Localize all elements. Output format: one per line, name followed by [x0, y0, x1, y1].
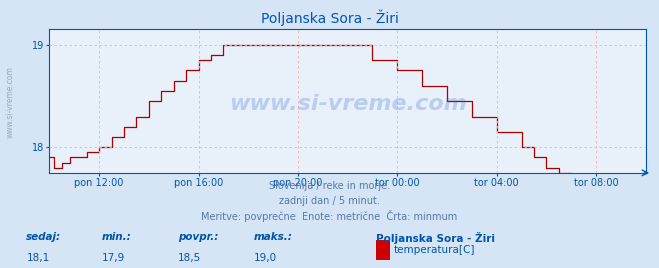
Text: 19,0: 19,0 [254, 253, 277, 263]
Text: 17,9: 17,9 [102, 253, 125, 263]
Text: 18,1: 18,1 [26, 253, 49, 263]
Text: povpr.:: povpr.: [178, 232, 218, 242]
Text: Poljanska Sora - Žiri: Poljanska Sora - Žiri [260, 9, 399, 26]
Text: temperatura[C]: temperatura[C] [394, 245, 476, 255]
Text: zadnji dan / 5 minut.: zadnji dan / 5 minut. [279, 196, 380, 206]
Text: sedaj:: sedaj: [26, 232, 61, 242]
Text: min.:: min.: [102, 232, 132, 242]
Text: 18,5: 18,5 [178, 253, 201, 263]
Text: maks.:: maks.: [254, 232, 293, 242]
Text: Poljanska Sora - Žiri: Poljanska Sora - Žiri [376, 232, 495, 244]
Text: Slovenija / reke in morje.: Slovenija / reke in morje. [269, 181, 390, 191]
Text: www.si-vreme.com: www.si-vreme.com [229, 94, 467, 114]
Text: Meritve: povprečne  Enote: metrične  Črta: minmum: Meritve: povprečne Enote: metrične Črta:… [202, 210, 457, 222]
Text: www.si-vreme.com: www.si-vreme.com [5, 66, 14, 138]
